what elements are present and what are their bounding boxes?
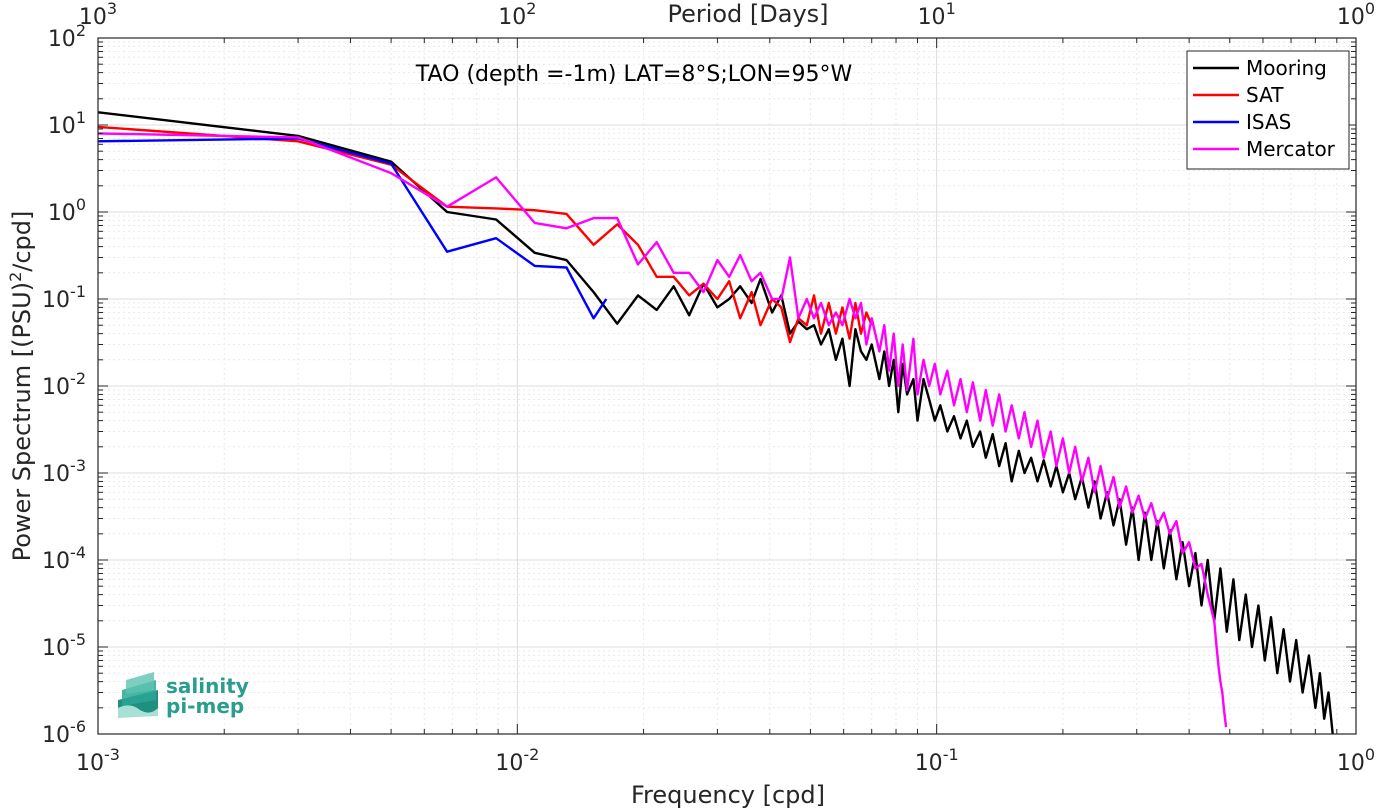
x-tick-label: 100 [1337,745,1375,776]
y-tick-label: 10-3 [42,456,86,487]
x2-tick-label: 103 [79,0,117,30]
x2-tick-label: 102 [498,0,536,30]
grid [97,38,1356,735]
legend: Mooring SAT ISAS Mercator [1186,50,1350,170]
x-tick-label: 10-1 [915,745,959,776]
x-tick-label: 10-2 [495,745,539,776]
y-axis-title-part2: /cpd] [8,211,36,272]
y-axis-title-part1: Power Spectrum [(PSU) [8,282,36,561]
y-tick-label: 10-2 [42,369,86,400]
x2-tick-label: 101 [918,0,956,30]
legend-label-mooring: Mooring [1246,56,1327,80]
x2-tick-label: 100 [1337,0,1375,30]
x2-axis-title: Period [Days] [667,0,828,28]
y-axis-title: Power Spectrum [(PSU)2/cpd] [6,211,37,562]
series-line-mooring [98,111,1334,734]
legend-label-sat: SAT [1246,83,1284,107]
logo-text-line1: salinity [166,674,249,698]
series-layer [98,111,1334,734]
y-tick-label: 10-5 [42,630,86,661]
x-axis-title: Frequency [cpd] [631,781,825,809]
series-line-mercator [98,132,1228,728]
ticks [97,37,1357,735]
legend-label-isas: ISAS [1246,110,1291,134]
y-tick-label: 102 [48,21,86,52]
y-tick-label: 10-1 [42,282,86,313]
logo-text-line2: pi-mep [166,694,244,718]
logo-icon [118,672,158,718]
plot-title: TAO (depth =-1m) LAT=8°S;LON=95°W [415,62,853,87]
legend-label-mercator: Mercator [1246,137,1336,161]
salinity-pi-mep-logo: salinity pi-mep [118,672,249,718]
y-tick-label: 10-4 [42,543,86,574]
series-line-isas [98,137,608,320]
y-tick-label: 101 [48,108,86,139]
y-axis-title-sup: 2 [6,272,25,282]
x-tick-label: 10-3 [76,745,120,776]
y-tick-label: 100 [48,195,86,226]
y-tick-label: 10-6 [42,717,86,748]
